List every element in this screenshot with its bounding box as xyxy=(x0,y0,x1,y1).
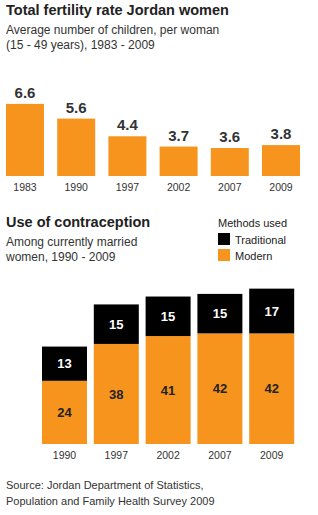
bar-segment xyxy=(42,347,87,381)
data-label: 6.6 xyxy=(15,84,36,101)
legend-title: Methods used xyxy=(218,217,287,229)
chart-subtitle: Among currently married xyxy=(6,235,137,249)
data-label: 3.6 xyxy=(219,128,240,145)
legend: Methods used Traditional Modern xyxy=(218,217,287,262)
legend-label: Modern xyxy=(235,250,272,262)
data-label: 17 xyxy=(264,304,278,319)
data-labels: 6.6 5.6 4.4 3.7 3.6 3.8 xyxy=(15,84,292,145)
source-note: Population and Family Health Survey 2009 xyxy=(6,495,215,507)
data-label: 13 xyxy=(57,356,71,371)
bar-segment xyxy=(146,297,191,337)
chart-canvas: Total fertility rate Jordan women Average… xyxy=(0,0,318,515)
bar-segment xyxy=(146,336,191,444)
bar xyxy=(262,145,300,176)
chart-title: Total fertility rate Jordan women xyxy=(6,2,229,18)
bar xyxy=(160,147,198,176)
plot-area xyxy=(6,104,300,176)
x-tick-label: 2002 xyxy=(156,449,180,461)
chart-0: Total fertility rate Jordan women Average… xyxy=(6,2,300,193)
data-label: 5.6 xyxy=(66,99,87,116)
chart-1: Use of contraception Among currently marr… xyxy=(5,214,294,461)
x-tick-label: 2009 xyxy=(269,181,293,193)
source-note: Source: Jordan Department of Statistics, xyxy=(6,479,203,491)
bar-segment xyxy=(42,381,87,444)
x-tick-label: 1997 xyxy=(105,449,129,461)
bar xyxy=(57,119,95,176)
chart-subtitle: Average number of children, per woman xyxy=(6,23,219,37)
data-label: 38 xyxy=(109,387,123,402)
bar-segment xyxy=(197,294,242,334)
bar-segment xyxy=(94,344,139,444)
bar-segment xyxy=(197,333,242,444)
data-label: 24 xyxy=(57,405,72,420)
bar xyxy=(108,136,146,176)
data-label: 42 xyxy=(213,381,227,396)
data-label: 15 xyxy=(161,309,175,324)
chart-subtitle: women, 1990 - 2009 xyxy=(5,250,116,264)
data-label: 3.8 xyxy=(271,125,292,142)
data-label: 4.4 xyxy=(117,116,139,133)
bar-segment xyxy=(249,333,294,444)
data-label: 42 xyxy=(264,381,278,396)
legend-swatch xyxy=(218,233,230,245)
chart-subtitle: (15 - 49 years), 1983 - 2009 xyxy=(6,38,155,52)
bar xyxy=(6,104,44,176)
legend-swatch xyxy=(218,249,230,261)
data-label: 3.7 xyxy=(168,127,189,144)
x-tick-label: 1990 xyxy=(53,449,77,461)
x-tick-label: 1983 xyxy=(13,181,37,193)
data-label: 15 xyxy=(109,317,123,332)
chart-title: Use of contraception xyxy=(6,214,150,230)
x-tick-label: 2007 xyxy=(218,181,242,193)
x-tick-label: 1990 xyxy=(65,181,89,193)
legend-label: Traditional xyxy=(235,234,286,246)
x-tick-label: 1997 xyxy=(116,181,140,193)
data-label: 15 xyxy=(213,306,227,321)
bar xyxy=(211,148,249,176)
x-tick-label: 2009 xyxy=(260,449,284,461)
bar-segment xyxy=(249,289,294,334)
x-tick-label: 2002 xyxy=(167,181,191,193)
bar-segment xyxy=(94,304,139,344)
x-tick-label: 2007 xyxy=(208,449,232,461)
data-label: 41 xyxy=(161,383,175,398)
data-labels: 24 38 41 42 42 13 15 15 15 17 xyxy=(57,304,279,420)
plot-area xyxy=(42,289,294,444)
